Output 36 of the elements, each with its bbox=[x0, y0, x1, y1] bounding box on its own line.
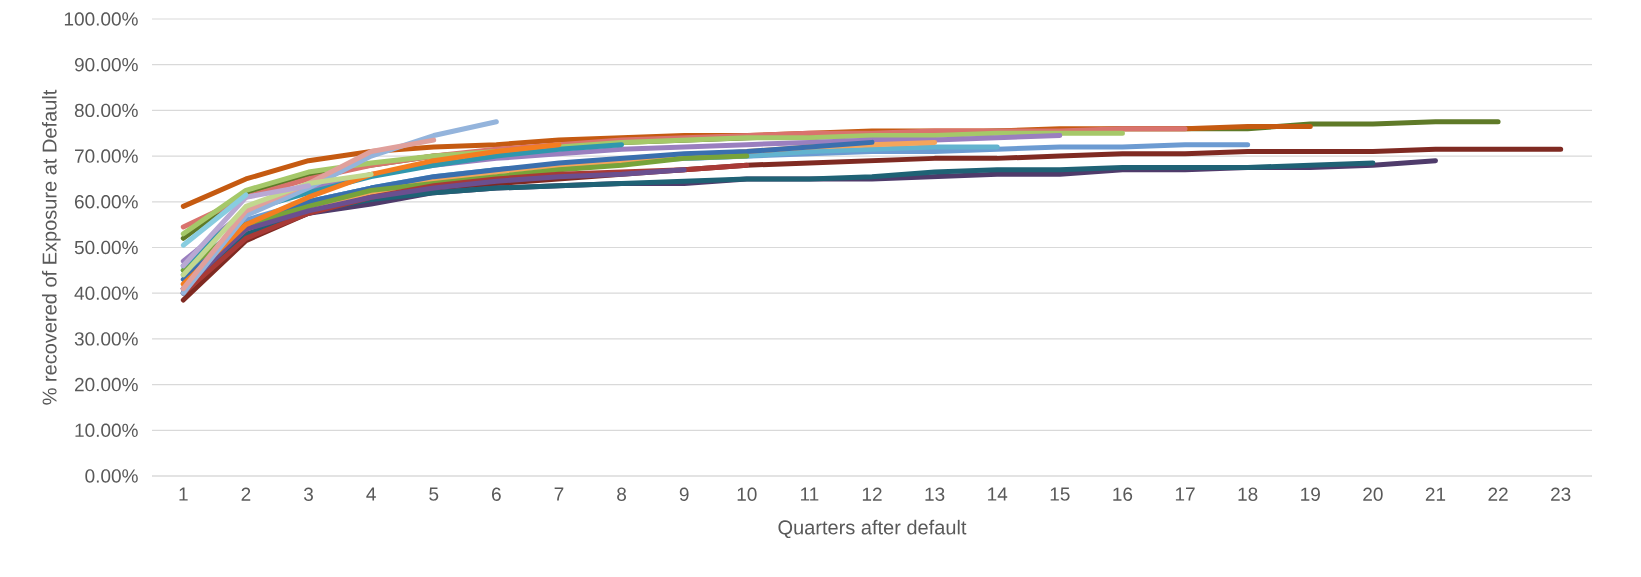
y-tick-label: 90.00% bbox=[74, 57, 138, 72]
y-tick-label: 20.00% bbox=[75, 377, 138, 392]
x-tick-label: 16 bbox=[1113, 487, 1133, 501]
x-tick-label: 23 bbox=[1551, 487, 1571, 501]
x-tick-label: 18 bbox=[1238, 487, 1258, 501]
y-tick-label: 30.00% bbox=[74, 332, 138, 346]
x-tick-label: 7 bbox=[554, 487, 564, 501]
x-axis-title: Quarters after default bbox=[778, 519, 967, 539]
y-tick-label: 10.00% bbox=[75, 423, 138, 438]
x-tick-label: 17 bbox=[1175, 487, 1195, 501]
y-tick-label: 100.00% bbox=[64, 12, 138, 26]
x-tick-label: 10 bbox=[737, 487, 757, 501]
x-tick-label: 22 bbox=[1488, 487, 1508, 501]
x-tick-label: 4 bbox=[366, 487, 376, 501]
x-tick-label: 15 bbox=[1050, 487, 1070, 501]
x-tick-label: 14 bbox=[988, 487, 1008, 501]
x-tick-label: 5 bbox=[429, 487, 439, 501]
y-tick-label: 80.00% bbox=[74, 103, 138, 118]
x-tick-label: 9 bbox=[679, 487, 689, 501]
y-tick-label: 70.00% bbox=[75, 149, 138, 163]
y-tick-label: 40.00% bbox=[74, 286, 138, 300]
x-tick-label: 12 bbox=[862, 487, 882, 501]
x-tick-label: 11 bbox=[800, 487, 819, 501]
y-tick-label: 60.00% bbox=[75, 195, 138, 209]
y-axis-title: % recovered of Exposure at Default bbox=[41, 89, 61, 405]
x-tick-label: 21 bbox=[1425, 487, 1446, 501]
x-tick-label: 6 bbox=[492, 487, 501, 501]
x-tick-label: 1 bbox=[179, 487, 188, 501]
x-tick-label: 3 bbox=[303, 487, 313, 501]
y-tick-label: 50.00% bbox=[74, 240, 138, 255]
x-tick-label: 19 bbox=[1301, 487, 1320, 501]
x-tick-label: 8 bbox=[617, 487, 627, 501]
x-tick-label: 20 bbox=[1363, 487, 1383, 501]
x-tick-label: 13 bbox=[925, 487, 945, 501]
x-tick-label: 2 bbox=[241, 487, 251, 501]
y-tick-label: 0.00% bbox=[85, 469, 138, 483]
